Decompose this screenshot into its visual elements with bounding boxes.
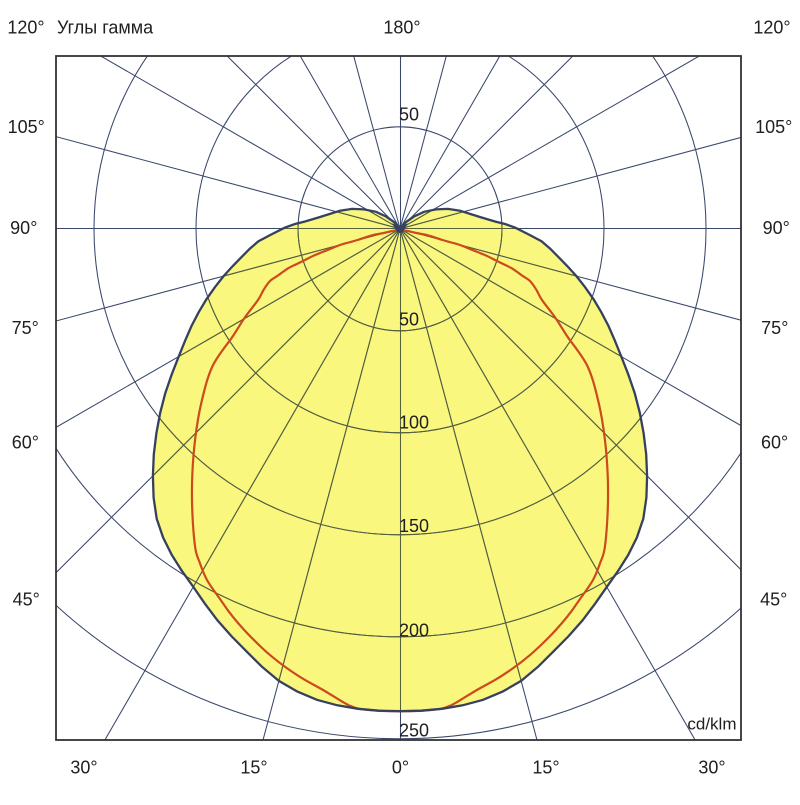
svg-text:75°: 75° — [761, 318, 788, 338]
svg-text:150: 150 — [399, 516, 429, 536]
svg-text:50: 50 — [399, 309, 419, 329]
svg-text:105°: 105° — [755, 117, 792, 137]
svg-text:15°: 15° — [240, 758, 267, 778]
svg-text:45°: 45° — [13, 589, 40, 609]
svg-text:60°: 60° — [761, 432, 788, 452]
svg-text:60°: 60° — [12, 432, 39, 452]
svg-text:50: 50 — [399, 105, 419, 125]
svg-text:0°: 0° — [392, 758, 409, 778]
svg-text:15°: 15° — [532, 758, 559, 778]
svg-text:30°: 30° — [70, 758, 97, 778]
svg-text:90°: 90° — [763, 218, 790, 238]
svg-text:120°: 120° — [753, 18, 790, 38]
svg-text:120°: 120° — [7, 18, 44, 38]
svg-text:90°: 90° — [10, 218, 37, 238]
svg-text:250: 250 — [399, 720, 429, 740]
svg-text:180°: 180° — [383, 18, 420, 38]
svg-text:cd/klm: cd/klm — [687, 715, 736, 734]
svg-text:30°: 30° — [698, 758, 725, 778]
svg-text:100: 100 — [399, 412, 429, 432]
svg-text:75°: 75° — [12, 318, 39, 338]
svg-text:Углы гамма: Углы гамма — [57, 18, 154, 38]
svg-text:200: 200 — [399, 620, 429, 640]
svg-text:105°: 105° — [8, 117, 45, 137]
svg-text:45°: 45° — [760, 589, 787, 609]
